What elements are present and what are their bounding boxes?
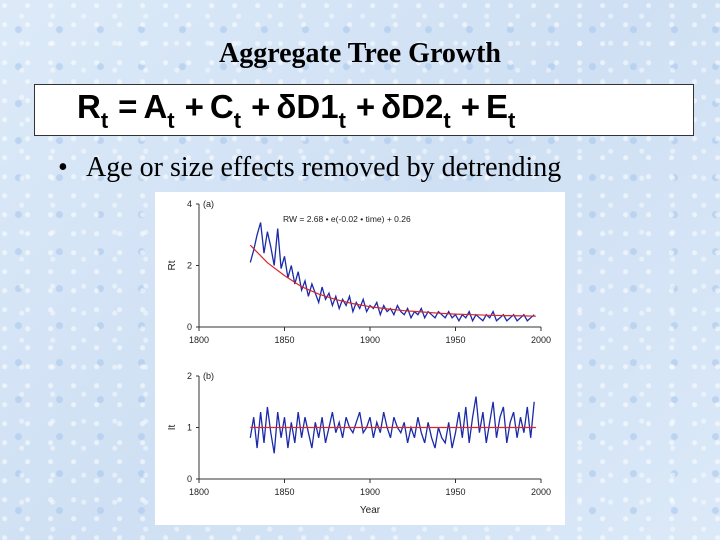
growth-equation: Rt = At + Ct + δD1t + δD2t + Et xyxy=(77,88,519,133)
equation-operator: + xyxy=(184,88,204,125)
detrending-figure: 1800 1850 1900 1950 2000 0 2 4 (a) Rt RW = 2.68 • … xyxy=(155,192,565,525)
equation-operator: + xyxy=(460,88,480,125)
equation-term: A xyxy=(143,88,168,125)
equation-subscript: t xyxy=(443,108,451,133)
x-axis-label: Year xyxy=(360,505,381,516)
y-tick-label: 2 xyxy=(187,371,192,381)
x-tick-label: 1900 xyxy=(360,487,380,497)
equation-operator: + xyxy=(251,88,271,125)
x-tick-label: 1800 xyxy=(189,487,209,497)
ring-width-series xyxy=(249,222,535,323)
x-tick-label: 2000 xyxy=(531,487,551,497)
x-tick-label: 1950 xyxy=(445,335,465,345)
detrending-chart: 1800 1850 1900 1950 2000 0 2 4 (a) Rt RW = 2.68 • … xyxy=(167,199,551,516)
bullet-text: Age or size effects removed by detrendin… xyxy=(86,152,562,183)
x-tick-label: 1950 xyxy=(445,487,465,497)
equation-box: Rt = At + Ct + δD1t + δD2t + Et xyxy=(34,84,694,136)
equation-subscript: t xyxy=(508,108,516,133)
slide-title: Aggregate Tree Growth xyxy=(218,38,501,69)
equation-operator: = xyxy=(118,88,138,125)
equation-operator: + xyxy=(355,88,376,125)
y-tick-label: 1 xyxy=(187,423,192,433)
panel-label: (b) xyxy=(203,371,214,381)
fit-curve-series xyxy=(249,244,536,317)
equation-term: R xyxy=(77,88,101,125)
x-tick-label: 1850 xyxy=(274,335,294,345)
x-tick-label: 1800 xyxy=(189,335,209,345)
ring-width-series xyxy=(249,396,535,454)
y-tick-label: 0 xyxy=(187,474,192,484)
bullet-icon: • xyxy=(58,152,68,183)
x-tick-label: 1850 xyxy=(274,487,294,497)
y-tick-label: 4 xyxy=(187,199,192,209)
y-tick-label: 0 xyxy=(187,322,192,332)
equation-subscript: t xyxy=(100,108,109,133)
panel-label: (a) xyxy=(203,199,214,209)
bullet-point: • Age or size effects removed by detrendi… xyxy=(58,152,561,184)
x-tick-label: 1900 xyxy=(360,335,380,345)
equation-term: δD1 xyxy=(276,88,339,125)
y-tick-label: 2 xyxy=(187,261,192,271)
x-tick-label: 2000 xyxy=(531,335,551,345)
equation-term: C xyxy=(209,88,234,125)
chart-panel-a: 1800 1850 1900 1950 2000 0 2 4 (a) Rt RW = 2.68 • … xyxy=(167,199,551,345)
equation-subscript: t xyxy=(233,108,242,133)
y-axis-label: It xyxy=(167,425,178,431)
y-axis-label: Rt xyxy=(167,260,178,270)
equation-subscript: t xyxy=(167,108,175,133)
equation-term: δD2 xyxy=(381,88,444,125)
equation-subscript: t xyxy=(338,108,346,133)
equation-annotation: RW = 2.68 • e(-0.02 • time) + 0.26 xyxy=(283,214,411,224)
equation-term: E xyxy=(485,88,508,125)
chart-panel-b: 1800 1850 1900 1950 2000 0 1 2 (b) It Year xyxy=(167,371,551,516)
